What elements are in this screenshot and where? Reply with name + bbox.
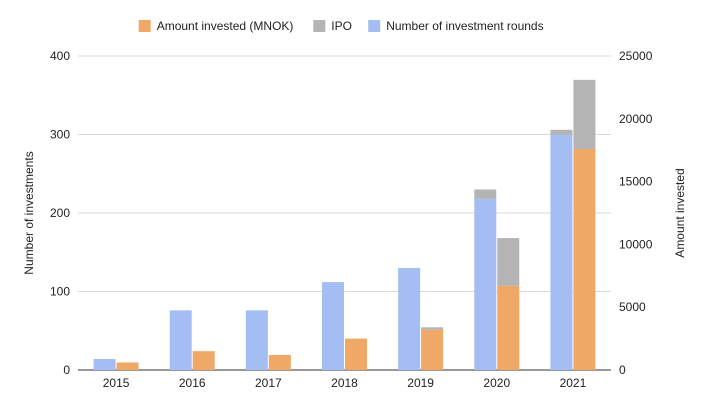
bar-amount-invested — [573, 148, 596, 370]
bar-ipo-rounds — [550, 129, 573, 135]
x-tick-label: 2020 — [483, 376, 510, 390]
bar-investment-rounds — [169, 310, 192, 370]
bar-investment-rounds — [245, 310, 268, 370]
x-tick-label: 2017 — [255, 376, 282, 390]
y-left-tick-label: 0 — [63, 363, 70, 377]
legend-swatch — [368, 20, 381, 32]
bar-ipo-amount — [421, 327, 444, 330]
y-axis-right-title: Amount invested — [673, 168, 687, 257]
legend-swatch — [138, 20, 151, 32]
bar-amount-invested — [345, 338, 367, 370]
legend-swatch — [313, 20, 326, 32]
bar-ipo-amount — [573, 79, 596, 149]
legend: Amount invested (MNOK) IPO Number of inves… — [138, 19, 544, 33]
y-right-tick-label: 25000 — [619, 49, 653, 63]
y-left-tick-label: 400 — [50, 49, 70, 63]
y-left-tick-label: 200 — [50, 206, 70, 220]
x-tick-label: 2019 — [407, 376, 434, 390]
bar-amount-invested — [497, 285, 520, 370]
gridlines — [78, 55, 611, 371]
x-tick-label: 2015 — [103, 376, 130, 390]
y-right-tick-label: 15000 — [619, 175, 653, 189]
x-tick-label: 2016 — [179, 376, 206, 390]
bar-investment-rounds — [93, 359, 116, 370]
y-right-tick-label: 20000 — [619, 112, 653, 126]
tick-labels: 0 100 200 300 400 0 5000 10000 15000 20000 25000 20… — [50, 49, 653, 390]
legend-label: Amount invested (MNOK) — [157, 19, 294, 33]
bar-investment-rounds — [322, 282, 344, 370]
bar-amount-invested — [268, 354, 291, 370]
y-right-tick-label: 0 — [619, 363, 626, 377]
legend-label: IPO — [331, 19, 352, 33]
bar-ipo-amount — [497, 238, 520, 286]
bar-investment-rounds — [550, 134, 573, 370]
x-tick-label: 2021 — [560, 376, 587, 390]
bar-amount-invested — [116, 362, 139, 370]
y-right-tick-label: 10000 — [619, 237, 653, 251]
y-left-tick-label: 100 — [50, 285, 70, 299]
legend-label: Number of investment rounds — [386, 19, 543, 33]
y-right-tick-label: 5000 — [619, 300, 646, 314]
bar-ipo-rounds — [474, 189, 497, 199]
bar-amount-invested — [421, 329, 444, 370]
y-left-tick-label: 300 — [50, 128, 70, 142]
x-tick-label: 2018 — [331, 376, 358, 390]
bar-investment-rounds — [474, 198, 497, 370]
bars — [93, 79, 596, 370]
y-axis-left-title: Number of investments — [22, 151, 36, 274]
bar-investment-rounds — [398, 267, 421, 370]
bar-amount-invested — [192, 351, 215, 370]
